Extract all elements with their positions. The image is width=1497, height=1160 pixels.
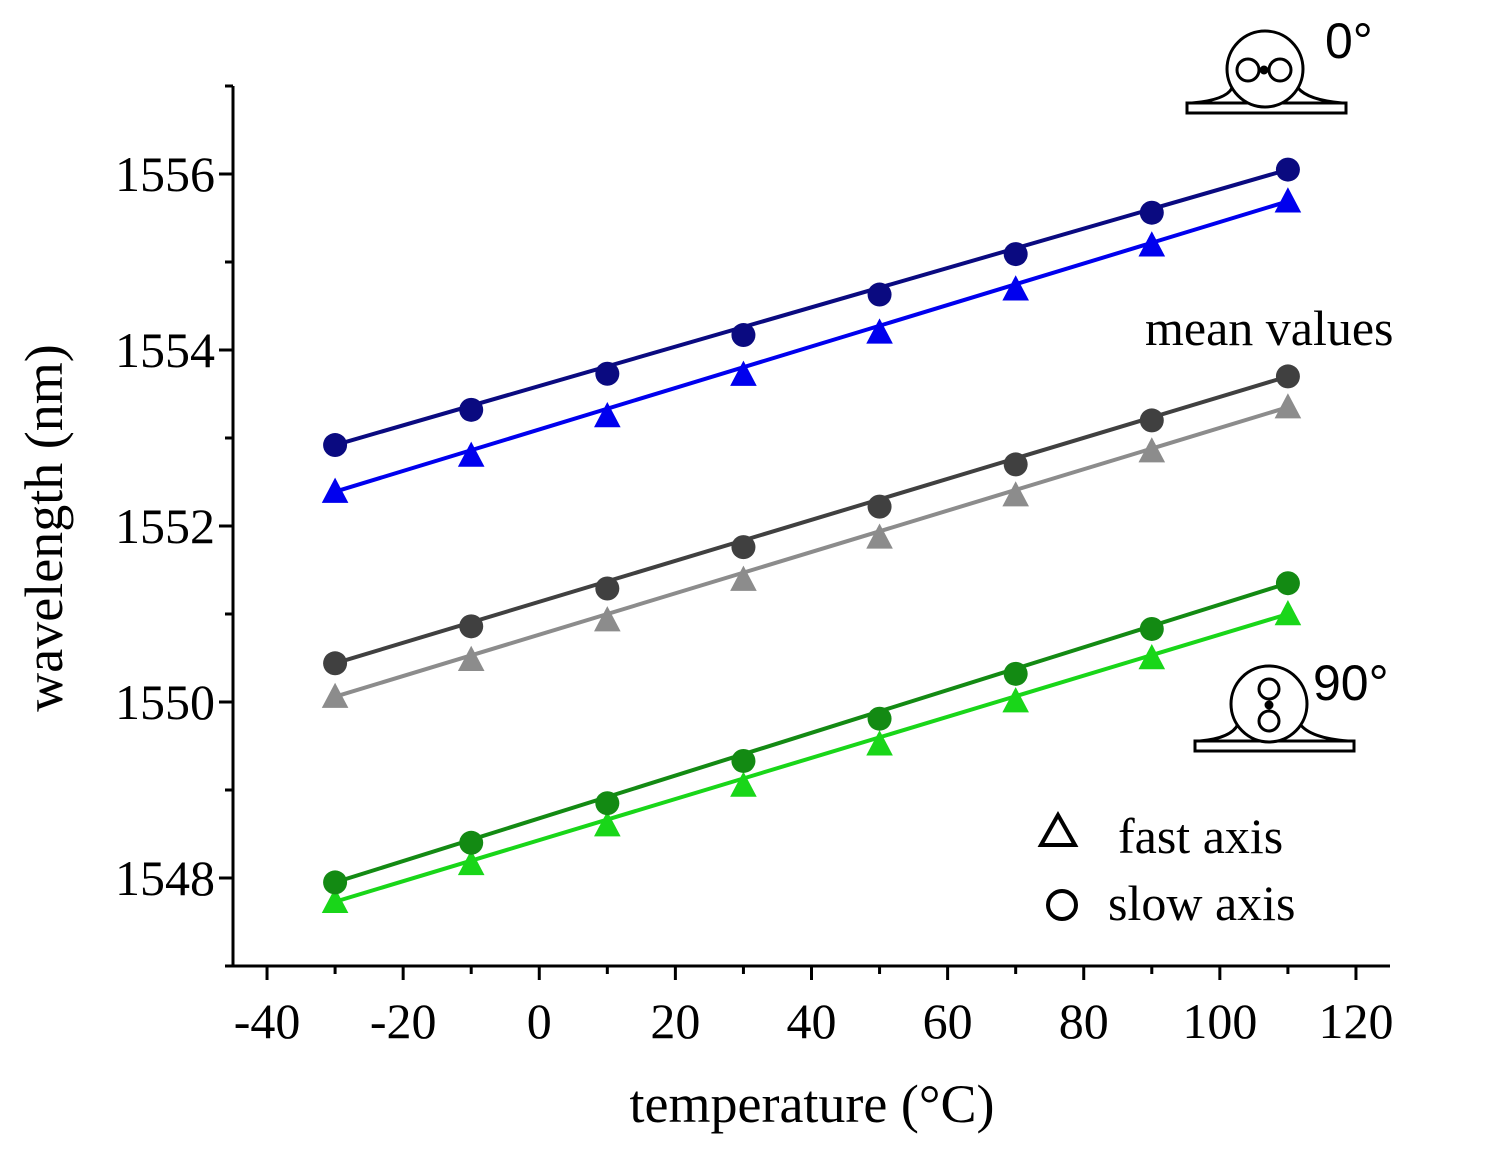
data-point-triangle xyxy=(457,441,485,467)
data-point-triangle xyxy=(1138,437,1166,463)
data-point-circle xyxy=(323,870,348,895)
x-tick-label: 20 xyxy=(650,993,700,1049)
legend-triangle-marker xyxy=(1037,810,1079,847)
data-point-circle xyxy=(731,323,756,348)
series-line xyxy=(334,612,1289,904)
data-point-triangle xyxy=(1274,600,1302,626)
data-point-triangle xyxy=(321,682,349,708)
data-point-triangle xyxy=(1138,231,1166,257)
y-axis-title: wavelength (nm) xyxy=(14,344,74,711)
x-tick-label: 40 xyxy=(787,993,837,1049)
data-point-circle xyxy=(323,651,348,676)
data-point-circle xyxy=(1275,571,1300,596)
series-2-slow-axis xyxy=(323,364,1300,676)
x-tick-label: 0 xyxy=(527,993,552,1049)
angle-90-label: 90° xyxy=(1313,655,1389,711)
series-layer xyxy=(321,157,1302,913)
data-point-triangle xyxy=(730,360,757,386)
data-point-circle xyxy=(867,494,892,519)
data-point-circle xyxy=(867,706,892,731)
data-point-triangle xyxy=(866,318,893,344)
series-line xyxy=(334,199,1289,494)
data-point-triangle xyxy=(1002,481,1029,507)
data-point-circle xyxy=(459,830,484,855)
data-point-circle xyxy=(595,361,620,386)
data-point-circle xyxy=(459,397,484,422)
x-axis-title: temperature (°C) xyxy=(630,1074,995,1134)
x-tick-label: -20 xyxy=(370,993,437,1049)
legend: fast axis slow axis xyxy=(1037,808,1296,931)
data-point-circle xyxy=(595,576,620,601)
fiber-90deg-icon xyxy=(1193,664,1356,753)
data-point-triangle xyxy=(1138,644,1166,670)
series-5-fast-axis xyxy=(321,600,1302,913)
data-point-triangle xyxy=(321,887,349,913)
data-point-circle xyxy=(459,614,484,639)
data-point-triangle xyxy=(866,730,893,756)
data-point-triangle xyxy=(594,402,621,428)
series-3-fast-axis xyxy=(321,393,1302,708)
data-point-triangle xyxy=(594,811,621,837)
angle-0-label: 0° xyxy=(1325,13,1373,69)
data-point-circle xyxy=(1003,452,1028,477)
legend-circle-marker xyxy=(1046,889,1078,921)
data-point-circle xyxy=(1139,408,1164,433)
fiber-0deg-icon xyxy=(1185,29,1348,115)
data-point-triangle xyxy=(730,771,757,797)
series-line xyxy=(334,581,1289,885)
data-point-circle xyxy=(1275,364,1300,389)
data-point-triangle xyxy=(1274,187,1302,213)
data-point-triangle xyxy=(1274,393,1302,419)
data-point-triangle xyxy=(321,477,349,503)
legend-slow-axis-label: slow axis xyxy=(1108,875,1296,931)
axes: -40 -20 0 20 40 60 80 100 120 1548 1550 1552 1554 155… xyxy=(115,84,1393,1049)
series-line xyxy=(334,405,1289,699)
series-4-slow-axis xyxy=(323,571,1300,895)
data-point-triangle xyxy=(730,565,757,591)
series-0-slow-axis xyxy=(323,157,1300,458)
y-tick-label: 1550 xyxy=(115,674,215,730)
data-point-triangle xyxy=(457,849,485,876)
mean-values-label: mean values xyxy=(1145,300,1394,356)
y-tick-label: 1554 xyxy=(115,322,215,378)
data-point-circle xyxy=(1275,157,1300,182)
legend-fast-axis-label: fast axis xyxy=(1118,808,1283,864)
data-point-triangle xyxy=(1002,687,1029,713)
y-tick-label: 1556 xyxy=(115,146,215,202)
data-point-circle xyxy=(595,791,620,816)
data-point-circle xyxy=(731,535,756,560)
data-point-triangle xyxy=(866,523,893,549)
series-line xyxy=(334,374,1289,666)
series-line xyxy=(334,167,1289,447)
series-1-fast-axis xyxy=(321,187,1302,503)
data-point-circle xyxy=(1139,616,1164,641)
data-point-circle xyxy=(1139,200,1164,225)
y-tick-label: 1548 xyxy=(115,850,215,906)
x-tick-label: 100 xyxy=(1182,993,1257,1049)
x-tick-label: 120 xyxy=(1318,993,1393,1049)
data-point-circle xyxy=(323,433,348,458)
data-point-triangle xyxy=(594,606,621,632)
y-tick-label: 1552 xyxy=(115,498,215,554)
x-tick-label: 60 xyxy=(923,993,973,1049)
x-tick-label: -40 xyxy=(234,993,301,1049)
data-point-triangle xyxy=(1002,275,1029,301)
data-point-triangle xyxy=(457,645,485,671)
data-point-circle xyxy=(731,748,756,773)
x-tick-label: 80 xyxy=(1059,993,1109,1049)
data-point-circle xyxy=(1003,242,1028,267)
data-point-circle xyxy=(1003,661,1028,686)
data-point-circle xyxy=(867,282,892,307)
